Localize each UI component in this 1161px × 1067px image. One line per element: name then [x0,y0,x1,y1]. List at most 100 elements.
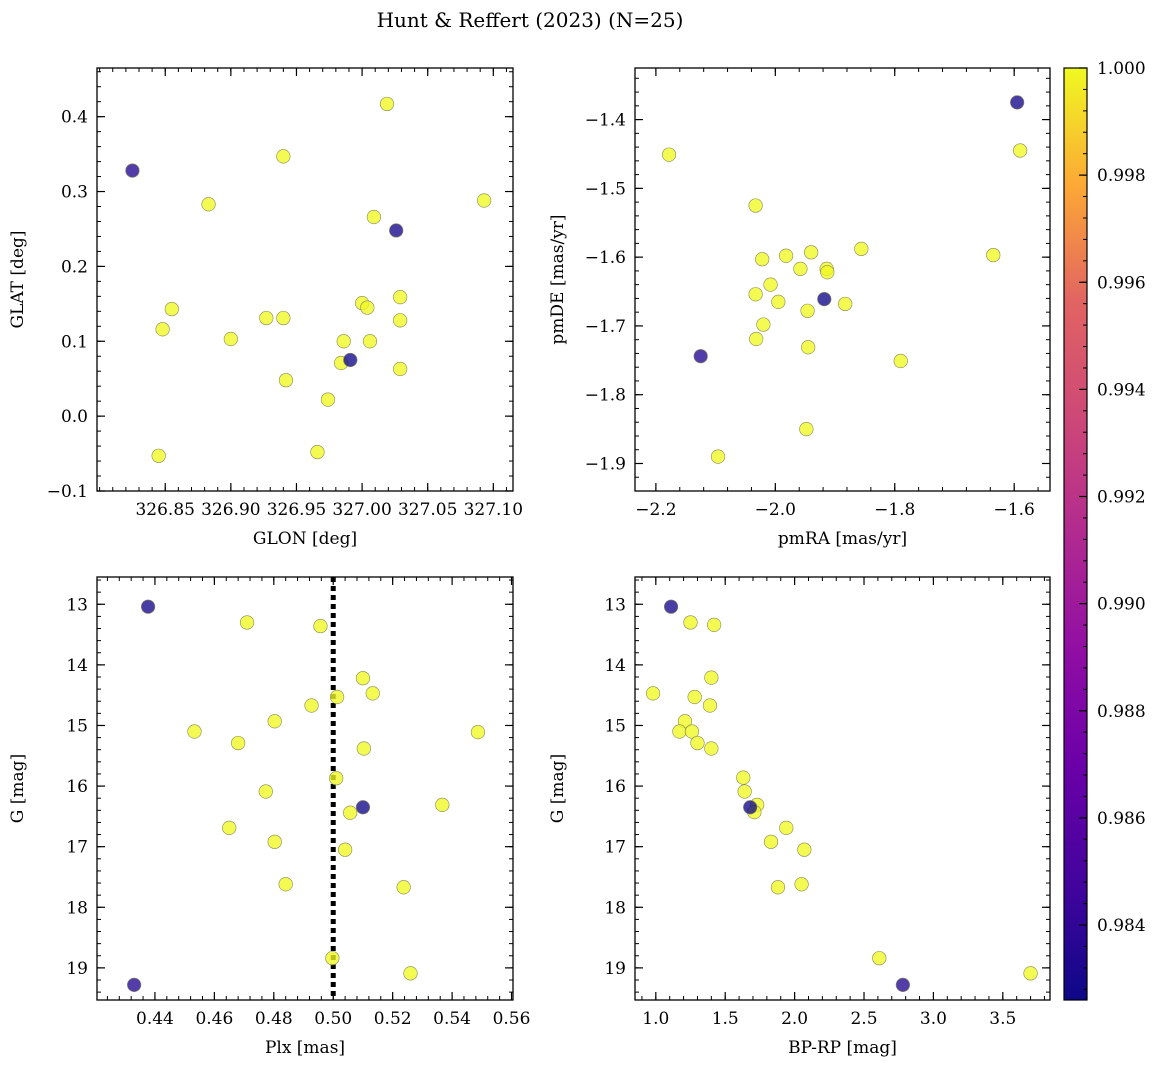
scatter-point [707,617,722,632]
scatter-point [393,361,408,377]
scatter-point [799,421,814,437]
y-tick-label: 19 [66,959,88,979]
y-tick-label: 17 [604,838,626,858]
scatter-point [276,310,291,326]
scatter-point [794,877,809,892]
scatter-point [155,322,170,337]
y-tick-label: 15 [604,716,626,736]
scatter-point [683,615,698,630]
y-tick-label: 17 [66,838,88,858]
scatter-point [743,800,758,815]
scatter-point [403,966,418,981]
scatter-point [151,448,166,463]
scatter-point [820,265,835,280]
scatter-point [779,820,794,835]
scatter-point [329,689,345,705]
colorbar-tick-label: 0.994 [1097,380,1146,400]
scatter-point [187,724,202,739]
scatter-point [223,331,238,347]
x-tick-label: 3.0 [920,1009,947,1029]
x-tick-label: −2.0 [755,500,796,520]
axes-frame [96,67,514,492]
scatter-point [702,698,718,713]
x-tick-label: 0.44 [136,1009,174,1029]
scatter-point [1023,966,1038,981]
scatter-point [801,340,816,355]
scatter-point [396,880,411,895]
scatter-point [164,301,179,317]
scatter-point [259,310,274,326]
scatter-point [710,449,726,464]
scatter-point [276,149,291,164]
x-tick-label: 0.46 [195,1009,233,1029]
x-tick-label: 0.54 [433,1009,471,1029]
y-axis-label: pmDE [mas/yr] [548,214,568,344]
scatter-point [1013,143,1028,158]
scatter-point [986,247,1001,263]
scatter-point [736,770,751,785]
scatter-point [749,331,764,347]
scatter-point [895,977,910,992]
scatter-point [365,686,380,701]
scatter-point [817,292,832,307]
x-tick-label: 327.00 [332,500,391,520]
x-axis-label: GLON [deg] [253,529,357,549]
y-tick-label: 13 [604,595,626,615]
scatter-point [125,163,140,178]
scatter-point [435,797,450,812]
y-axis-label: G [mag] [8,754,28,823]
scatter-point [239,615,255,630]
figure-title: Hunt & Reffert (2023) (N=25) [377,8,684,32]
panel-bprp-gmag: 1.0 1.5 2.0 2.5 3.0 3.5 13 14 15 16 17 18 19 BP-RP [m… [548,576,1051,1058]
scatter-point [267,834,282,849]
scatter-point [267,714,282,729]
x-axis-label: BP-RP [mag] [788,1038,897,1058]
x-tick-label: 326.90 [201,500,260,520]
y-tick-label: 13 [66,595,88,615]
scatter-point [778,248,794,263]
scatter-point [313,618,328,634]
scatter-point [310,444,325,460]
x-tick-label: 0.48 [255,1009,293,1029]
scatter-point [127,977,142,992]
panel-plx-gmag: 0.44 0.46 0.48 0.50 0.52 0.54 0.56 13 14 15 16 17 18… [8,576,530,1058]
scatter-point [800,303,815,318]
scatter-point [360,300,375,315]
scatter-point [755,252,770,267]
x-tick-label: 1.5 [712,1009,739,1029]
scatter-point [362,334,378,349]
panel-glon-glat: 326.85 326.90 326.95 327.00 327.05 327.10 −0.1… [8,67,523,549]
scatter-point [201,197,216,212]
panel-pmra-pmde: −2.2 −2.0 −1.8 −1.6 −1.4 −1.5 −1.6 −1.7 −1.8 −1.9… [548,67,1051,549]
scatter-point [379,96,395,112]
scatter-point [893,353,908,369]
scatter-point [389,223,404,238]
scatter-point [343,352,358,368]
x-tick-label: 327.05 [398,500,457,520]
scatter-point [704,741,719,756]
scatter-point [672,724,687,739]
scatter-point [141,599,156,614]
axes-frame [96,576,514,1001]
scatter-point [1010,95,1025,110]
scatter-point [663,599,679,614]
y-tick-label: 15 [66,716,88,736]
y-tick-label: 14 [604,656,626,676]
scatter-point [366,209,381,225]
y-axis-label: GLAT [deg] [8,230,28,328]
x-tick-label: 2.5 [850,1009,877,1029]
scatter-point [770,880,786,895]
x-tick-label: −1.8 [874,500,915,520]
scatter-point [278,373,294,388]
scatter-point [854,241,869,256]
scatter-point [470,725,486,740]
scatter-point [756,317,771,332]
x-axis-label: pmRA [mas/yr] [778,529,907,549]
scatter-point [704,670,719,685]
scatter-point [231,735,246,751]
scatter-point [763,834,779,849]
scatter-point [393,313,408,328]
scatter-point [338,842,353,857]
scatter-point [278,877,293,892]
